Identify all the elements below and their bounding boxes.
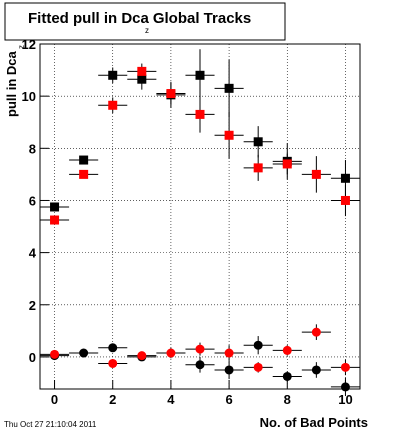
x-axis-label: No. of Bad Points bbox=[260, 415, 368, 430]
x-tick-label: 2 bbox=[109, 392, 116, 407]
marker bbox=[311, 327, 321, 337]
marker bbox=[311, 169, 321, 179]
x-tick-label: 10 bbox=[338, 392, 352, 407]
marker bbox=[195, 109, 205, 119]
title-subscript: z bbox=[145, 26, 149, 35]
marker bbox=[340, 382, 350, 392]
y-tick-label: 12 bbox=[22, 37, 36, 52]
marker bbox=[224, 130, 234, 140]
title-box bbox=[4, 2, 286, 41]
marker bbox=[50, 215, 60, 225]
marker bbox=[108, 100, 118, 110]
marker bbox=[253, 362, 263, 372]
marker bbox=[253, 163, 263, 173]
y-tick-label: 8 bbox=[29, 141, 36, 156]
marker bbox=[311, 365, 321, 375]
marker bbox=[253, 137, 263, 147]
y-tick-label: 4 bbox=[29, 246, 37, 261]
y-label-subscript: z bbox=[17, 45, 26, 49]
y-tick-label: 6 bbox=[29, 193, 36, 208]
y-tick-label: 2 bbox=[29, 298, 36, 313]
marker bbox=[340, 362, 350, 372]
marker bbox=[195, 70, 205, 80]
marker bbox=[282, 371, 292, 381]
y-tick-label: 10 bbox=[22, 89, 36, 104]
marker bbox=[195, 360, 205, 370]
marker bbox=[137, 351, 147, 361]
marker bbox=[108, 358, 118, 368]
timestamp: Thu Oct 27 21:10:04 2011 bbox=[4, 420, 97, 429]
x-tick-label: 8 bbox=[284, 392, 291, 407]
marker bbox=[108, 70, 118, 80]
marker bbox=[282, 159, 292, 169]
x-tick-label: 4 bbox=[167, 392, 175, 407]
marker bbox=[108, 343, 118, 353]
marker bbox=[224, 83, 234, 93]
marker bbox=[137, 66, 147, 76]
x-tick-label: 6 bbox=[225, 392, 232, 407]
marker bbox=[79, 348, 89, 358]
marker bbox=[224, 348, 234, 358]
y-axis-label: pull in Dca bbox=[4, 51, 19, 118]
marker bbox=[282, 345, 292, 355]
title-main: Fitted pull in Dca bbox=[28, 10, 149, 27]
marker bbox=[79, 169, 89, 179]
marker bbox=[79, 155, 89, 165]
marker bbox=[166, 89, 176, 99]
marker bbox=[340, 195, 350, 205]
y-tick-label: 0 bbox=[29, 350, 36, 365]
marker bbox=[340, 173, 350, 183]
marker bbox=[166, 348, 176, 358]
marker bbox=[224, 365, 234, 375]
marker bbox=[195, 344, 205, 354]
chart-title: Fitted pull in Dca Global Tracks bbox=[28, 10, 251, 27]
marker bbox=[50, 202, 60, 212]
title-suffix: Global Tracks bbox=[153, 10, 251, 27]
x-tick-label: 0 bbox=[51, 392, 58, 407]
y-label-main: pull in Dca bbox=[4, 51, 19, 118]
marker bbox=[253, 340, 263, 350]
marker bbox=[50, 349, 60, 359]
